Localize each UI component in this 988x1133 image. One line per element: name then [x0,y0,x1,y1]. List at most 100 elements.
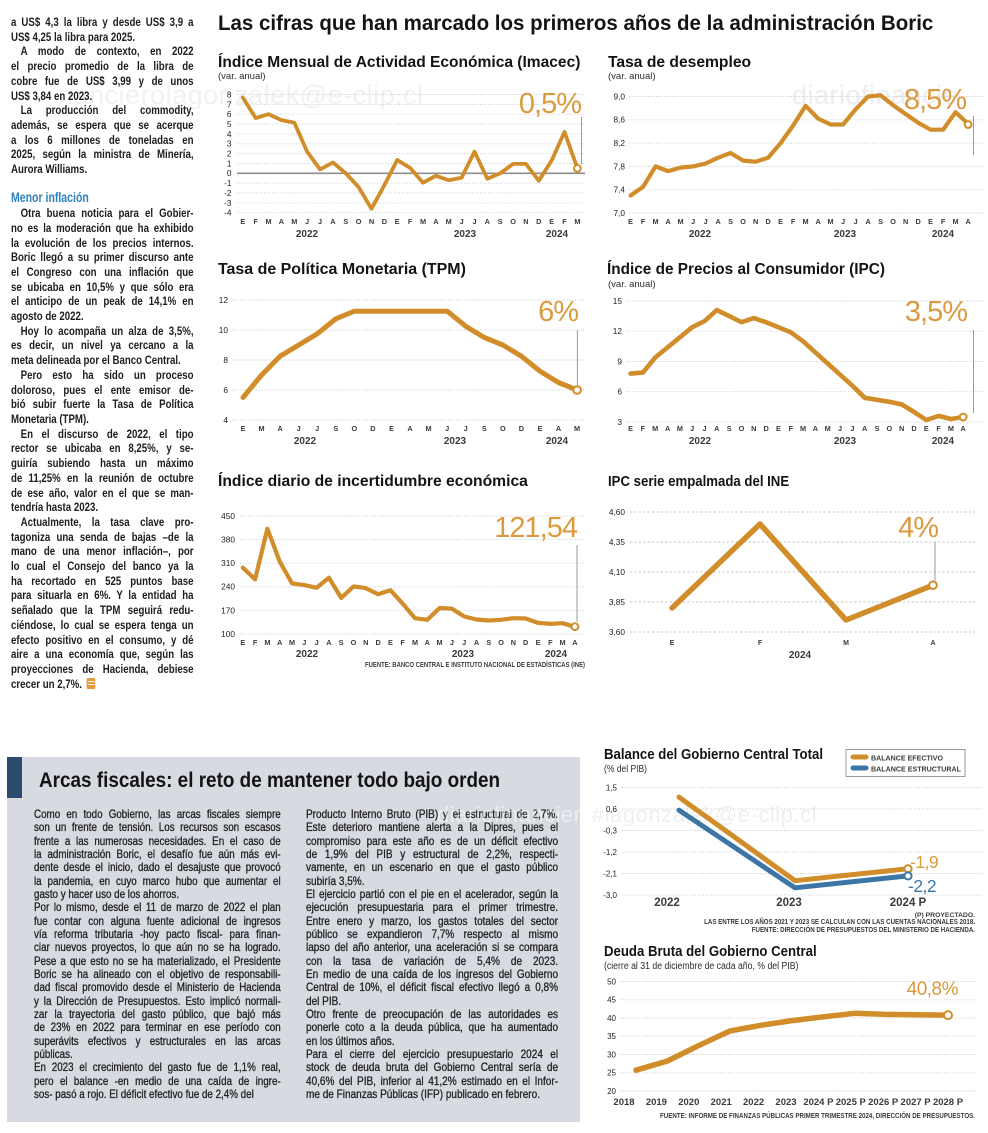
svg-text:A: A [277,638,283,647]
svg-text:M: M [653,217,659,226]
svg-text:F: F [562,217,567,226]
svg-text:E: E [536,638,541,647]
svg-text:A: A [485,217,491,226]
svg-text:J: J [702,424,706,433]
svg-text:170: 170 [221,605,235,615]
svg-text:15: 15 [613,296,623,306]
svg-text:M: M [948,424,954,433]
svg-text:2022: 2022 [743,1097,764,1108]
svg-text:A: A [279,217,285,226]
svg-text:A: A [715,217,721,226]
svg-text:S: S [482,424,487,433]
svg-text:3,85: 3,85 [609,597,626,607]
svg-text:J: J [297,424,301,433]
svg-text:N: N [363,638,368,647]
svg-text:2027 P: 2027 P [901,1097,932,1108]
svg-text:-4: -4 [224,208,232,218]
svg-text:J: J [691,217,695,226]
svg-text:6: 6 [617,387,622,397]
svg-text:S: S [878,217,883,226]
svg-text:N: N [903,217,908,226]
svg-text:3,60: 3,60 [609,627,626,637]
svg-text:-0,3: -0,3 [603,826,617,835]
svg-text:O: O [886,424,892,433]
svg-text:M: M [446,217,452,226]
svg-text:E: E [670,640,675,647]
svg-text:M: M [677,424,683,433]
svg-text:M: M [574,424,580,433]
svg-text:310: 310 [221,558,235,568]
svg-text:O: O [351,638,357,647]
svg-text:A: A [813,424,819,433]
svg-text:2024: 2024 [932,229,955,240]
svg-text:M: M [953,217,959,226]
svg-text:2023: 2023 [834,229,857,240]
svg-text:6: 6 [227,109,232,119]
svg-text:7: 7 [227,99,232,109]
svg-text:J: J [460,217,464,226]
svg-text:2024 P: 2024 P [890,897,927,909]
svg-text:F: F [253,638,258,647]
svg-text:M: M [264,638,270,647]
svg-text:2025 P: 2025 P [836,1097,867,1108]
svg-text:2024: 2024 [932,436,955,447]
svg-text:A: A [326,638,332,647]
svg-text:2024: 2024 [789,650,812,661]
svg-text:A: A [862,424,868,433]
svg-text:J: J [302,638,306,647]
svg-text:BALANCE ESTRUCTURAL: BALANCE ESTRUCTURAL [871,765,961,774]
svg-text:2023: 2023 [444,436,467,447]
svg-text:35: 35 [607,1032,616,1041]
svg-text:M: M [843,640,849,647]
svg-text:-1,2: -1,2 [603,848,617,857]
svg-text:M: M [825,424,831,433]
svg-text:N: N [753,217,758,226]
svg-text:E: E [778,217,783,226]
svg-text:2018: 2018 [613,1097,634,1108]
svg-text:4: 4 [227,129,232,139]
svg-text:F: F [758,640,763,647]
svg-text:A: A [665,217,671,226]
svg-text:N: N [369,217,374,226]
svg-text:A: A [815,217,821,226]
svg-text:2021: 2021 [711,1097,733,1108]
svg-text:2024: 2024 [546,229,569,240]
svg-text:D: D [911,424,916,433]
svg-text:2026 P: 2026 P [868,1097,899,1108]
svg-text:5: 5 [227,119,232,129]
svg-text:J: J [462,638,466,647]
svg-text:380: 380 [221,535,235,545]
svg-text:J: J [690,424,694,433]
svg-text:8,2: 8,2 [613,138,625,148]
svg-text:2023: 2023 [834,436,857,447]
svg-text:3: 3 [227,139,232,149]
svg-text:8,6: 8,6 [613,115,625,125]
svg-text:-2: -2 [224,188,232,198]
svg-text:F: F [789,424,794,433]
svg-text:6: 6 [223,385,228,395]
svg-text:E: E [628,217,633,226]
svg-text:A: A [277,424,283,433]
svg-text:J: J [450,638,454,647]
svg-text:20: 20 [607,1087,616,1096]
svg-text:A: A [425,638,431,647]
svg-text:A: A [865,217,871,226]
svg-text:4: 4 [223,415,228,425]
svg-text:M: M [678,217,684,226]
svg-text:40: 40 [607,1014,616,1023]
svg-text:7,4: 7,4 [613,185,625,195]
svg-text:4,60: 4,60 [609,507,626,517]
svg-text:M: M [652,424,658,433]
svg-text:J: J [841,217,845,226]
svg-text:D: D [523,638,528,647]
svg-text:J: J [464,424,468,433]
svg-text:2022: 2022 [294,436,317,447]
svg-text:N: N [899,424,904,433]
svg-text:F: F [641,217,646,226]
svg-text:2019: 2019 [646,1097,667,1108]
svg-text:7,8: 7,8 [613,161,625,171]
svg-text:1,5: 1,5 [606,783,618,792]
svg-text:E: E [240,638,245,647]
svg-text:O: O [352,424,358,433]
svg-text:(P) PROYECTADO.: (P) PROYECTADO. [915,912,975,919]
